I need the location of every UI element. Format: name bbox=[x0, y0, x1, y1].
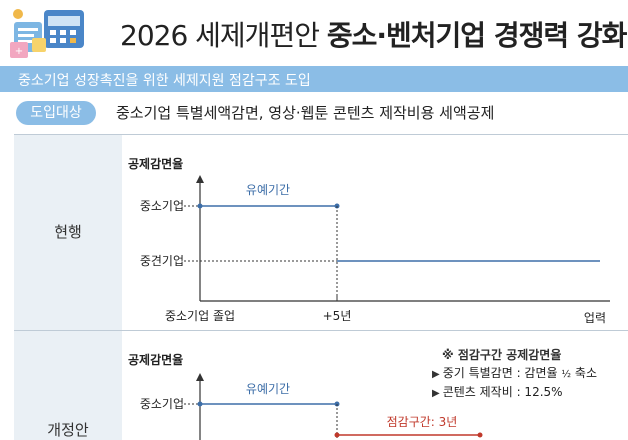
revised-taper-start-point bbox=[334, 432, 340, 438]
revised-row-header: 개정안 bbox=[14, 331, 122, 440]
taper-note-item-2-text: 콘텐츠 제작비 : 12.5% bbox=[442, 385, 563, 399]
title-plain: 2026 세제개편안 bbox=[120, 19, 320, 52]
current-x-axis-label: 업력 bbox=[584, 311, 606, 325]
illustration-icon: + bbox=[10, 9, 84, 58]
header: + 2026 세제개편안 중소·벤처기업 경쟁력 강화 bbox=[0, 0, 628, 64]
revised-row-label: 개정안 bbox=[47, 421, 89, 439]
taper-note-item-1-fraction: ½ bbox=[561, 369, 572, 380]
revised-period-label: 유예기간 bbox=[246, 382, 290, 396]
subtitle-band: 중소기업 성장촉진을 위한 세제지원 점감구조 도입 bbox=[0, 66, 628, 92]
current-row-header: 현행 bbox=[14, 135, 122, 331]
svg-text:+: + bbox=[15, 46, 23, 57]
revised-y-label-sme: 중소기업 bbox=[140, 397, 184, 411]
taper-note-item-1-suffix: 축소 bbox=[574, 366, 598, 380]
taper-note-item-1-prefix: 중기 특별감면 : 감면율 bbox=[442, 366, 558, 380]
revised-y-arrow bbox=[196, 373, 204, 381]
revised-chart: 공제감면율 중소기업 유예기간 점감구간: 3년 bbox=[128, 352, 483, 440]
subtitle-text: 중소기업 성장촉진을 위한 세제지원 점감구조 도입 bbox=[18, 73, 311, 89]
triangle-bullet-icon: ▶ bbox=[432, 388, 440, 399]
current-chart: 공제감면율 중소기업 중견기업 유예기간 중소기업 졸업 +5년 업력 bbox=[128, 156, 610, 325]
page-title: 2026 세제개편안 중소·벤처기업 경쟁력 강화 bbox=[120, 14, 627, 54]
title-bold: 중소·벤처기업 경쟁력 강화 bbox=[326, 19, 627, 52]
current-period-label: 유예기간 bbox=[246, 183, 290, 197]
revised-taper-end-point bbox=[477, 432, 483, 438]
current-period-start-point bbox=[197, 203, 203, 209]
target-row: 도입대상 중소기업 특별세액감면, 영상·웹툰 콘텐츠 제작비용 세액공제 bbox=[0, 98, 628, 128]
current-row-label: 현행 bbox=[54, 223, 82, 241]
current-y-axis-label: 공제감면율 bbox=[128, 156, 183, 171]
taper-note-item-2: ▶ 콘텐츠 제작비 : 12.5% bbox=[432, 383, 563, 400]
triangle-bullet-icon: ▶ bbox=[432, 369, 440, 380]
revised-panel: 개정안 공제감면율 중소기업 유예기간 점감구간: 3년 ※ 점감구간 공제감면… bbox=[14, 330, 628, 440]
current-x-start-label: 중소기업 졸업 bbox=[165, 309, 235, 323]
current-y-label-sme: 중소기업 bbox=[140, 199, 184, 213]
taper-note-title: ※ 점감구간 공제감면율 bbox=[442, 348, 562, 362]
revised-y-axis-label: 공제감면율 bbox=[128, 352, 183, 367]
current-x-mid-label: +5년 bbox=[323, 309, 352, 323]
current-panel: 현행 공제감면율 중소기업 중견기업 유예기간 중소기업 졸업 +5년 업력 bbox=[14, 134, 628, 331]
target-label: 도입대상 bbox=[16, 101, 96, 125]
revised-taper-label: 점감구간: 3년 bbox=[387, 415, 458, 429]
target-text: 중소기업 특별세액감면, 영상·웹툰 콘텐츠 제작비용 세액공제 bbox=[116, 104, 495, 122]
revised-period-start-point bbox=[197, 401, 203, 407]
taper-note-item-1: ▶ 중기 특별감면 : 감면율 ½ 축소 bbox=[432, 364, 597, 381]
current-y-arrow bbox=[196, 175, 204, 183]
current-y-label-mid: 중견기업 bbox=[140, 254, 184, 268]
